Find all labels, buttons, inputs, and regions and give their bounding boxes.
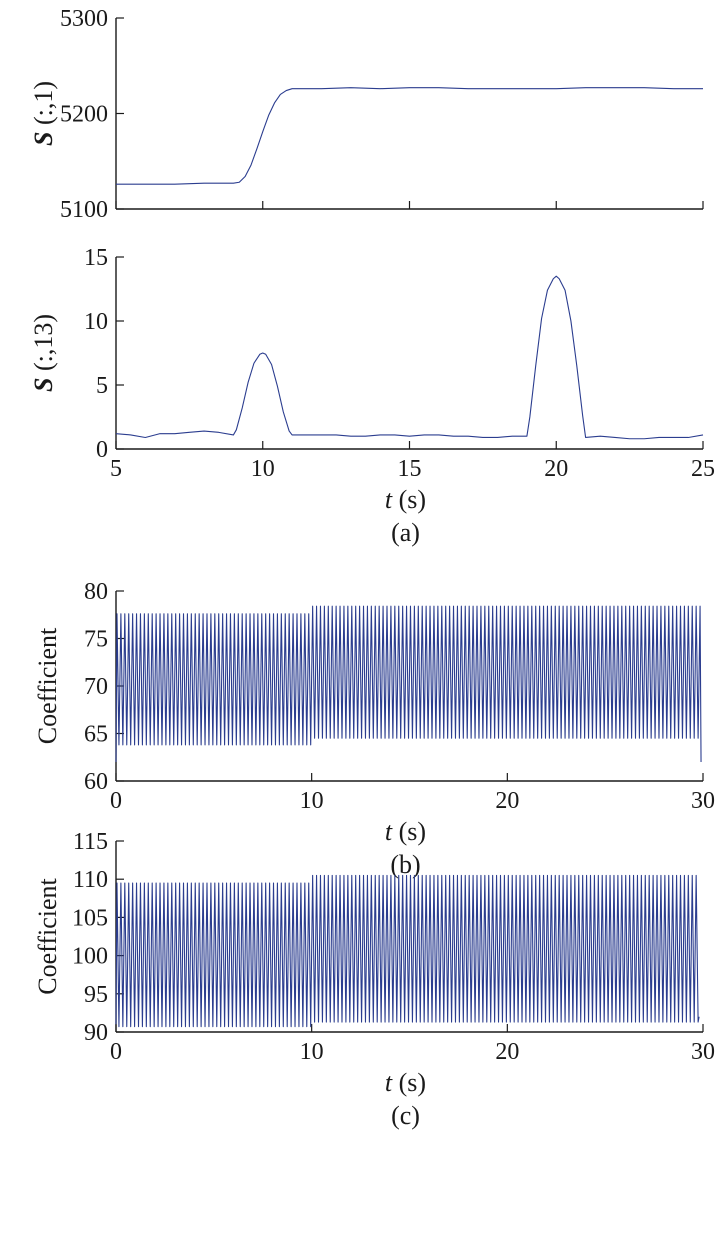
series-line bbox=[115, 275, 704, 440]
x-axis-label-symbol: t bbox=[385, 485, 393, 514]
y-tick-label: 10 bbox=[84, 309, 108, 335]
x-tick-label: 30 bbox=[691, 788, 715, 814]
x-axis-label-unit: (s) bbox=[392, 485, 426, 514]
x-tick-label: 0 bbox=[110, 1039, 122, 1065]
panel-caption: (b) bbox=[390, 850, 420, 879]
x-tick-label: 10 bbox=[300, 1039, 324, 1065]
panel-caption: (c) bbox=[391, 1101, 420, 1130]
x-axis-label: t (s) bbox=[385, 1068, 426, 1097]
y-tick-label: 65 bbox=[84, 722, 108, 748]
y-tick-label: 105 bbox=[72, 905, 108, 931]
y-tick-label: 5200 bbox=[60, 102, 108, 128]
y-tick-label: 15 bbox=[84, 245, 108, 271]
y-tick-label: 60 bbox=[84, 769, 108, 795]
y-tick-label: 5100 bbox=[60, 197, 108, 223]
x-tick-label: 15 bbox=[398, 456, 422, 482]
x-tick-label: 10 bbox=[251, 456, 275, 482]
x-axis-label-symbol: t bbox=[385, 817, 393, 846]
x-tick-label: 20 bbox=[495, 1039, 519, 1065]
y-tick-label: 110 bbox=[73, 867, 108, 893]
x-tick-label: 5 bbox=[110, 456, 122, 482]
y-axis-label: Coefficient bbox=[33, 627, 62, 744]
x-tick-label: 20 bbox=[495, 788, 519, 814]
x-axis-label-symbol: t bbox=[385, 1068, 393, 1097]
y-axis-label-symbol: S bbox=[29, 378, 58, 392]
y-axis-label-index: (:,13) bbox=[29, 314, 58, 378]
x-axis-label: t (s) bbox=[385, 485, 426, 514]
y-tick-label: 70 bbox=[84, 674, 108, 700]
y-axis-label: S (:,13) bbox=[29, 314, 58, 392]
y-tick-label: 115 bbox=[73, 829, 108, 855]
y-tick-label: 80 bbox=[84, 579, 108, 605]
series-line bbox=[116, 87, 703, 185]
panel-a-top: 5100 5200 5300 S (:,1) bbox=[29, 6, 704, 223]
panel-b: 60 65 70 75 80 0 10 20 30 Coefficient t (s) (b) bbox=[33, 579, 715, 879]
x-tick-label: 30 bbox=[691, 1039, 715, 1065]
y-axis-label: S (:,1) bbox=[29, 81, 58, 146]
panel-caption: (a) bbox=[391, 518, 420, 547]
oscillation-line bbox=[115, 874, 700, 1028]
x-axis-label-unit: (s) bbox=[392, 817, 426, 846]
y-tick-label: 75 bbox=[84, 627, 108, 653]
x-tick-label: 10 bbox=[300, 788, 324, 814]
y-tick-label: 5300 bbox=[60, 6, 108, 32]
y-tick-label: 95 bbox=[84, 982, 108, 1008]
x-tick-label: 20 bbox=[544, 456, 568, 482]
x-axis-label: t (s) bbox=[385, 817, 426, 846]
y-tick-label: 5 bbox=[96, 373, 108, 399]
y-tick-label: 100 bbox=[72, 944, 108, 970]
y-tick-label: 90 bbox=[84, 1020, 108, 1046]
x-tick-label: 25 bbox=[691, 456, 715, 482]
y-axis-label-index: (:,1) bbox=[29, 81, 58, 132]
x-tick-label: 0 bbox=[110, 788, 122, 814]
y-axis-label-symbol: S bbox=[29, 132, 58, 146]
y-tick-label: 0 bbox=[96, 437, 108, 463]
y-axis-label: Coefficient bbox=[33, 877, 62, 994]
x-axis-label-unit: (s) bbox=[392, 1068, 426, 1097]
oscillation-line bbox=[115, 605, 702, 763]
